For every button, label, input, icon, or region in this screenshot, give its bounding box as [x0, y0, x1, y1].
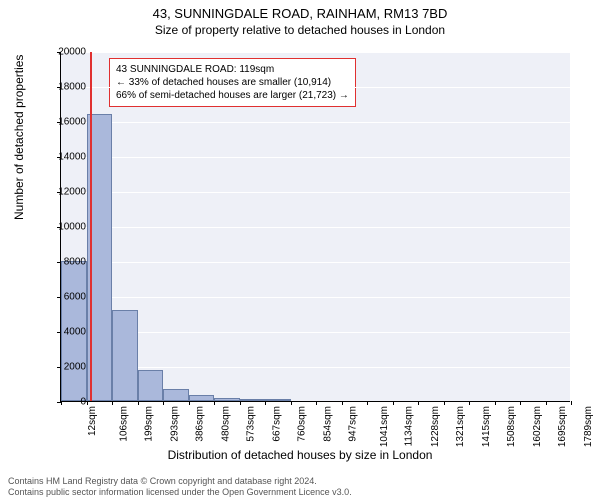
y-tick-label: 10000: [46, 222, 86, 233]
x-tick-label: 1508sqm: [506, 406, 517, 447]
x-axis-label: Distribution of detached houses by size …: [0, 448, 600, 462]
x-tick-label: 1415sqm: [481, 406, 492, 447]
histogram-bar: [189, 395, 214, 401]
x-tickmark: [138, 401, 139, 405]
x-tick-label: 1134sqm: [403, 406, 414, 446]
gridline: [61, 157, 570, 158]
x-tick-label: 1789sqm: [583, 406, 594, 447]
y-axis-label: Number of detached properties: [12, 55, 26, 220]
x-tick-label: 760sqm: [297, 406, 308, 442]
x-tick-label: 1602sqm: [532, 406, 543, 447]
gridline: [61, 52, 570, 53]
chart-title: 43, SUNNINGDALE ROAD, RAINHAM, RM13 7BD: [0, 0, 600, 21]
footer-line1: Contains HM Land Registry data © Crown c…: [8, 476, 592, 487]
x-tickmark: [265, 401, 266, 405]
gridline: [61, 192, 570, 193]
x-tick-label: 12sqm: [87, 406, 98, 436]
gridline: [61, 262, 570, 263]
x-tickmark: [342, 401, 343, 405]
histogram-bar: [163, 389, 189, 401]
histogram-bar: [214, 398, 240, 402]
x-tickmark: [495, 401, 496, 405]
histogram-bar: [112, 310, 138, 401]
x-tick-label: 1695sqm: [557, 406, 568, 447]
histogram-bar: [240, 399, 265, 401]
x-tickmark: [214, 401, 215, 405]
x-tickmark: [520, 401, 521, 405]
gridline: [61, 227, 570, 228]
x-tickmark: [469, 401, 470, 405]
x-tick-label: 480sqm: [220, 406, 231, 442]
y-tick-label: 4000: [46, 327, 86, 338]
x-tick-label: 667sqm: [271, 406, 282, 442]
x-tick-label: 947sqm: [348, 406, 359, 442]
chart-subtitle: Size of property relative to detached ho…: [0, 21, 600, 37]
y-tick-label: 20000: [46, 47, 86, 58]
annotation-box: 43 SUNNINGDALE ROAD: 119sqm ← 33% of det…: [109, 58, 356, 107]
x-tickmark: [240, 401, 241, 405]
histogram-bar: [265, 399, 291, 401]
gridline: [61, 87, 570, 88]
property-marker-line: [90, 52, 92, 401]
x-tick-label: 386sqm: [195, 406, 206, 442]
x-tickmark: [87, 401, 88, 405]
x-tick-label: 293sqm: [169, 406, 180, 442]
x-tickmark: [163, 401, 164, 405]
y-tick-label: 12000: [46, 187, 86, 198]
y-tick-label: 16000: [46, 117, 86, 128]
histogram-bar: [138, 370, 163, 402]
x-tickmark: [546, 401, 547, 405]
x-tick-label: 573sqm: [246, 406, 257, 442]
x-tickmark: [393, 401, 394, 405]
y-tick-label: 18000: [46, 82, 86, 93]
y-tick-label: 2000: [46, 362, 86, 373]
annotation-line1: 43 SUNNINGDALE ROAD: 119sqm: [116, 63, 349, 76]
x-tickmark: [444, 401, 445, 405]
annotation-line3: 66% of semi-detached houses are larger (…: [116, 89, 349, 102]
x-tick-label: 854sqm: [322, 406, 333, 442]
x-tickmark: [291, 401, 292, 405]
x-tick-label: 199sqm: [144, 406, 155, 442]
x-tick-label: 1321sqm: [455, 406, 466, 447]
x-tickmark: [418, 401, 419, 405]
x-tickmark: [571, 401, 572, 405]
x-tickmark: [112, 401, 113, 405]
x-tick-label: 1228sqm: [430, 406, 441, 447]
y-tick-label: 0: [46, 397, 86, 408]
y-tick-label: 8000: [46, 257, 86, 268]
x-tickmark: [316, 401, 317, 405]
x-tickmark: [189, 401, 190, 405]
x-tick-label: 106sqm: [118, 406, 129, 442]
gridline: [61, 297, 570, 298]
plot-area: 43 SUNNINGDALE ROAD: 119sqm ← 33% of det…: [60, 52, 570, 402]
x-tickmark: [367, 401, 368, 405]
x-tick-label: 1041sqm: [379, 406, 390, 447]
gridline: [61, 122, 570, 123]
y-tick-label: 6000: [46, 292, 86, 303]
footer-text: Contains HM Land Registry data © Crown c…: [8, 476, 592, 498]
y-tick-label: 14000: [46, 152, 86, 163]
footer-line2: Contains public sector information licen…: [8, 487, 592, 498]
